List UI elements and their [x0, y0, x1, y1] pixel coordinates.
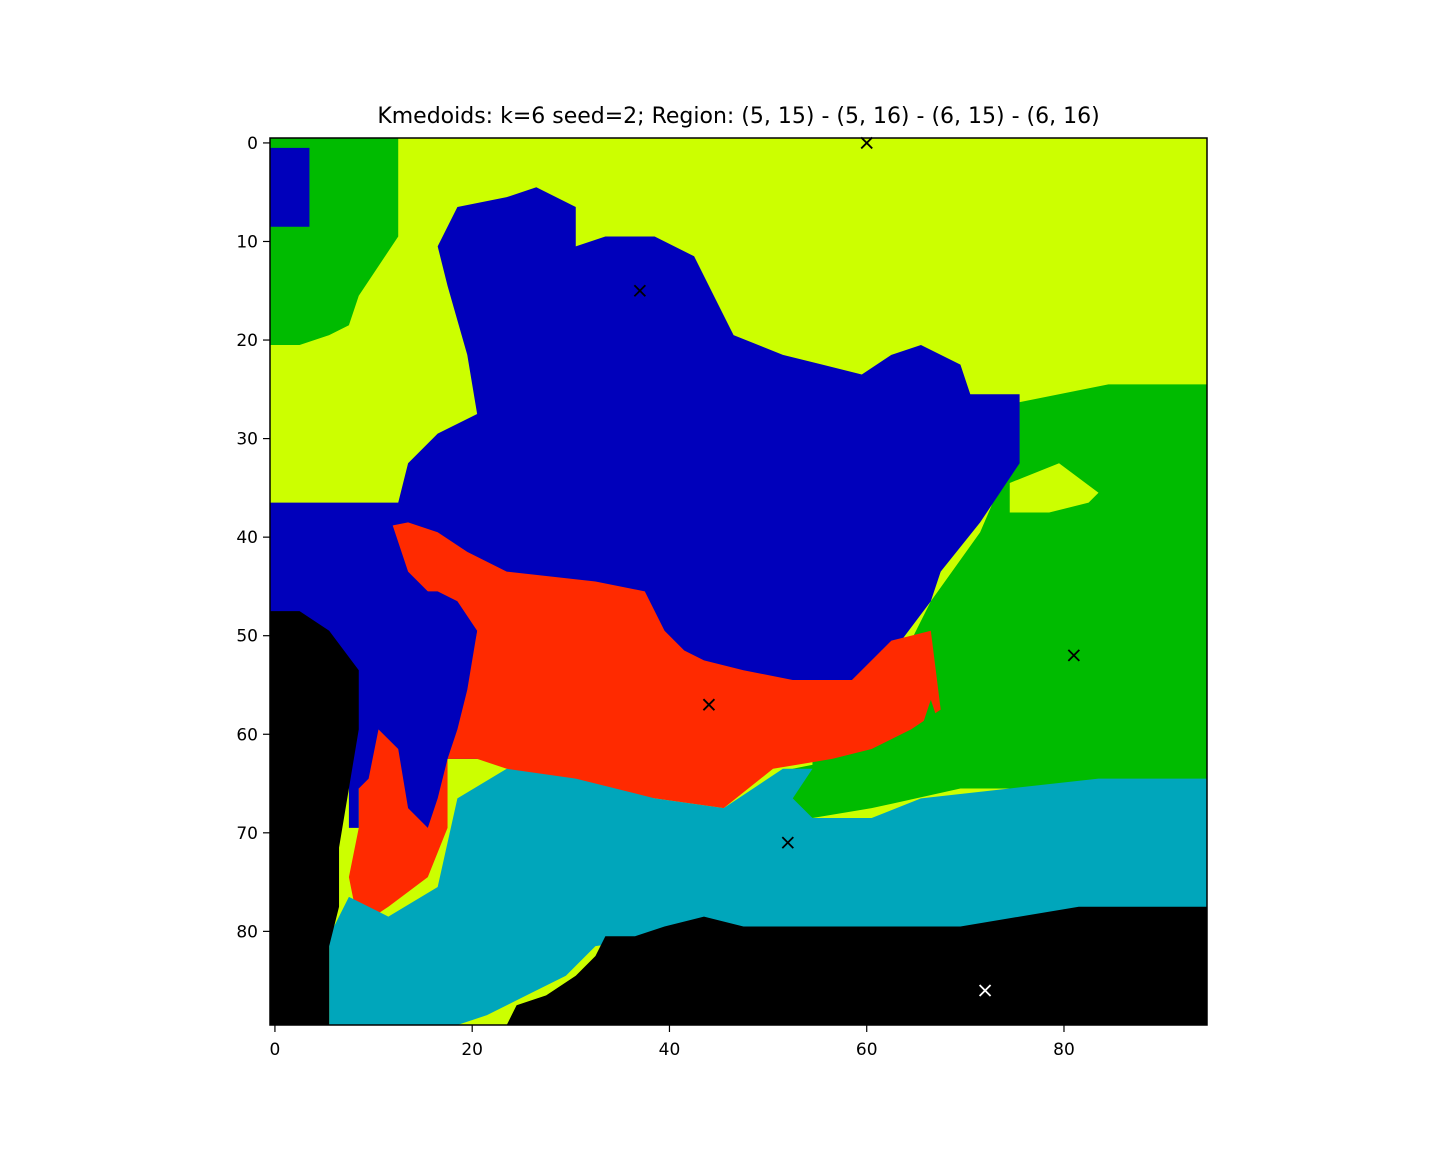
medoid-marker-3: [702, 698, 716, 711]
y-tick-label: 0: [247, 134, 258, 154]
cluster-region-blue-2: [270, 147, 310, 227]
y-tick-label: 20: [236, 331, 258, 351]
y-tick-label: 70: [236, 824, 258, 844]
medoid-marker-0: [860, 136, 873, 150]
x-tick-label: 20: [461, 1040, 483, 1060]
x-axis-ticks: 0 20 40 60 80: [270, 1025, 1075, 1060]
medoid-marker-1: [633, 284, 647, 297]
y-tick-label: 10: [236, 232, 258, 252]
cluster-region-black-11: [506, 906, 1207, 1025]
medoid-marker-4: [781, 836, 794, 849]
x-tick-label: 0: [270, 1040, 281, 1060]
chart-title: Kmedoids: k=6 seed=2; Region: (5, 15) - …: [377, 104, 1100, 129]
cluster-region-black-10: [270, 611, 359, 1025]
x-tick-label: 60: [856, 1040, 878, 1060]
cluster-region-blue-5: [270, 187, 1020, 759]
cluster-region-cyan-9: [329, 768, 1207, 1025]
y-tick-label: 50: [236, 627, 258, 647]
y-tick-label: 60: [236, 725, 258, 745]
y-axis-ticks: 0 10 20 30 40 50 60 70 80: [236, 134, 270, 942]
cluster-region-blue-7: [270, 512, 478, 828]
x-tick-label: 40: [659, 1040, 681, 1060]
cluster-region-green-8: [782, 699, 961, 819]
medoid-marker-5: [978, 984, 992, 997]
x-tick-label: 80: [1053, 1040, 1075, 1060]
cluster-regions: [270, 138, 1207, 1025]
y-tick-label: 30: [236, 430, 258, 450]
cluster-region-red-6: [348, 522, 941, 927]
medoid-markers: [633, 136, 1080, 997]
medoid-marker-2: [1067, 649, 1080, 662]
cluster-region-yellow-4: [1009, 463, 1099, 513]
y-tick-label: 80: [236, 922, 258, 942]
y-tick-label: 40: [236, 528, 258, 548]
plot-frame: [269, 137, 1208, 1026]
